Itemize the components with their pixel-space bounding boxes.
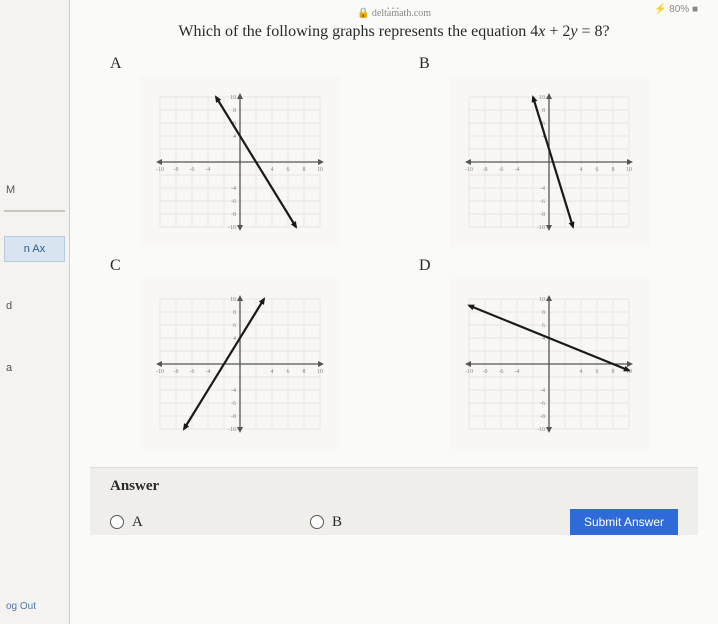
svg-text:4: 4 (270, 369, 273, 375)
header-dots: … (386, 0, 402, 14)
radio-label-a: A (132, 514, 143, 531)
svg-text:10: 10 (539, 297, 545, 303)
svg-text:-6: -6 (231, 199, 236, 205)
svg-text:6: 6 (286, 167, 289, 173)
svg-text:-10: -10 (156, 167, 164, 173)
svg-text:8: 8 (233, 310, 236, 316)
svg-text:-10: -10 (156, 369, 164, 375)
svg-text:6: 6 (542, 323, 545, 329)
sidebar-logout-link[interactable]: og Out (0, 597, 69, 616)
svg-text:6: 6 (595, 167, 598, 173)
svg-text:4: 4 (233, 336, 236, 342)
svg-text:-10: -10 (228, 427, 236, 433)
svg-text:-4: -4 (514, 167, 519, 173)
chart-label-a: A (110, 55, 379, 73)
charts-grid: A -10-10-8-8-6-6-4-44466881010 B -10-10-… (90, 55, 698, 449)
svg-text:-10: -10 (537, 427, 545, 433)
svg-text:6: 6 (233, 323, 236, 329)
chart-label-b: B (419, 55, 688, 73)
svg-text:-8: -8 (231, 414, 236, 420)
svg-text:-4: -4 (231, 186, 236, 192)
chart-a: -10-10-8-8-6-6-4-44466881010 (140, 77, 340, 247)
sidebar-divider (4, 210, 65, 212)
svg-text:8: 8 (233, 108, 236, 114)
answer-title: Answer (110, 478, 678, 495)
question-text: Which of the following graphs represents… (90, 23, 698, 41)
svg-text:-6: -6 (540, 401, 545, 407)
svg-text:4: 4 (579, 167, 582, 173)
svg-text:-10: -10 (228, 225, 236, 231)
radio-option-a[interactable]: A (110, 514, 310, 531)
svg-text:8: 8 (611, 369, 614, 375)
svg-text:-6: -6 (498, 369, 503, 375)
submit-button[interactable]: Submit Answer (570, 509, 678, 535)
lock-icon: 🔒 (357, 8, 369, 19)
chart-d: -10-10-8-8-6-6-4-44466881010 (449, 279, 649, 449)
chart-cell-a: A -10-10-8-8-6-6-4-44466881010 (100, 55, 379, 247)
svg-text:10: 10 (626, 167, 632, 173)
chart-cell-b: B -10-10-8-8-6-6-4-44466881010 (409, 55, 688, 247)
svg-text:10: 10 (317, 369, 323, 375)
svg-text:4: 4 (233, 134, 236, 140)
radio-icon (110, 515, 124, 529)
radio-label-b: B (332, 514, 342, 531)
svg-text:-8: -8 (231, 212, 236, 218)
svg-text:-4: -4 (540, 388, 545, 394)
sidebar-label-d: d (0, 296, 69, 316)
svg-text:8: 8 (611, 167, 614, 173)
svg-text:-8: -8 (173, 369, 178, 375)
answer-row: A B Submit Answer (110, 509, 678, 535)
svg-text:10: 10 (230, 297, 236, 303)
svg-text:-4: -4 (540, 186, 545, 192)
svg-text:8: 8 (302, 369, 305, 375)
svg-text:6: 6 (595, 369, 598, 375)
svg-text:-6: -6 (189, 167, 194, 173)
chart-label-d: D (419, 257, 688, 275)
svg-text:-8: -8 (173, 167, 178, 173)
svg-text:8: 8 (302, 167, 305, 173)
svg-text:-10: -10 (537, 225, 545, 231)
svg-text:4: 4 (270, 167, 273, 173)
svg-text:-8: -8 (482, 369, 487, 375)
svg-text:10: 10 (230, 95, 236, 101)
svg-text:-4: -4 (231, 388, 236, 394)
svg-text:4: 4 (579, 369, 582, 375)
svg-text:8: 8 (542, 108, 545, 114)
sidebar-label-m: M (0, 180, 69, 200)
chart-label-c: C (110, 257, 379, 275)
svg-text:10: 10 (317, 167, 323, 173)
svg-text:-6: -6 (498, 167, 503, 173)
svg-text:-10: -10 (465, 167, 473, 173)
chart-b: -10-10-8-8-6-6-4-44466881010 (449, 77, 649, 247)
svg-text:-10: -10 (465, 369, 473, 375)
svg-text:6: 6 (286, 369, 289, 375)
svg-text:-4: -4 (514, 369, 519, 375)
chart-cell-c: C -10 -10 -8 -8 -6 -6 -4 -4 4 4 6 6 8 8 10 10 (100, 257, 379, 449)
svg-text:-4: -4 (205, 167, 210, 173)
sidebar-btn-ax[interactable]: n Ax (4, 236, 65, 262)
svg-text:-6: -6 (189, 369, 194, 375)
svg-text:-6: -6 (231, 401, 236, 407)
svg-text:-8: -8 (540, 212, 545, 218)
svg-text:-8: -8 (482, 167, 487, 173)
chart-cell-d: D -10-10-8-8-6-6-4-44466881010 (409, 257, 688, 449)
svg-text:-6: -6 (540, 199, 545, 205)
sidebar-label-a: a (0, 358, 69, 378)
svg-text:-8: -8 (540, 414, 545, 420)
svg-text:10: 10 (539, 95, 545, 101)
chart-c: -10 -10 -8 -8 -6 -6 -4 -4 4 4 6 6 8 8 10 10 (140, 279, 340, 449)
answer-section: Answer A B Submit Answer (90, 467, 698, 535)
battery-indicator: ⚡ 80% ■ (654, 4, 698, 15)
left-sidebar: M n Ax d a og Out (0, 0, 70, 624)
radio-option-b[interactable]: B (310, 514, 510, 531)
main-content: … 🔒 deltamath.com ⚡ 80% ■ Which of the f… (70, 0, 718, 624)
radio-icon (310, 515, 324, 529)
svg-text:8: 8 (542, 310, 545, 316)
svg-text:-4: -4 (205, 369, 210, 375)
